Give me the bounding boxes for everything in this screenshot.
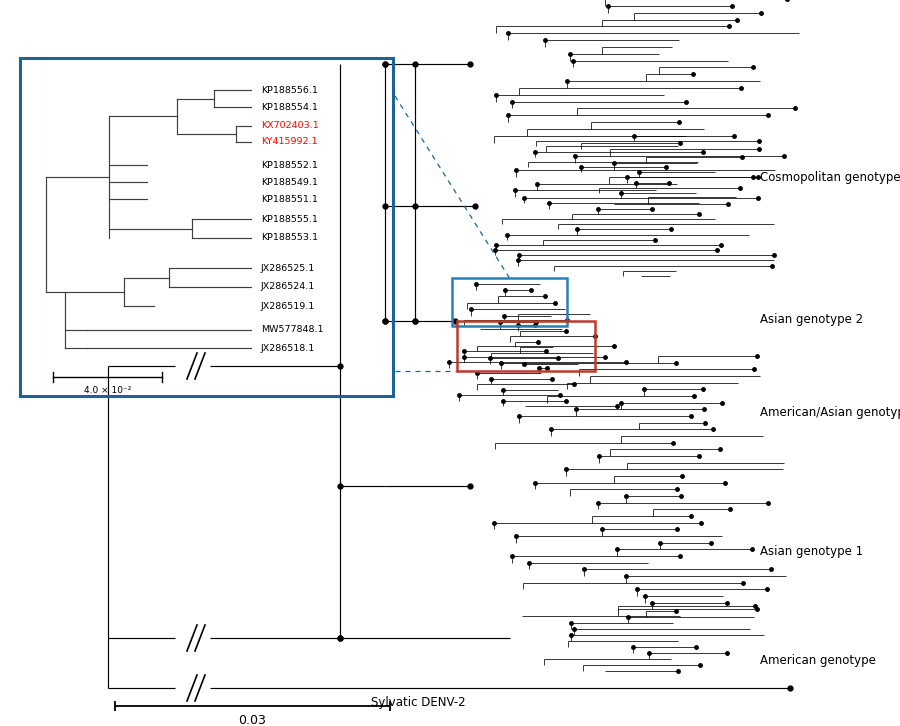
Text: MW577848.1: MW577848.1 xyxy=(261,325,323,335)
Text: Asian genotype 1: Asian genotype 1 xyxy=(760,545,864,558)
Text: American/Asian genotype: American/Asian genotype xyxy=(760,406,900,419)
Text: 4.0 × 10⁻²: 4.0 × 10⁻² xyxy=(84,386,131,394)
Text: Sylvatic DENV-2: Sylvatic DENV-2 xyxy=(371,696,466,709)
Text: Cosmopolitan genotype: Cosmopolitan genotype xyxy=(760,171,900,184)
Text: KP188556.1: KP188556.1 xyxy=(261,86,318,94)
Text: JX286524.1: JX286524.1 xyxy=(261,282,315,291)
Text: JX286519.1: JX286519.1 xyxy=(261,302,315,311)
Bar xyxy=(457,321,595,371)
Text: Asian genotype 2: Asian genotype 2 xyxy=(760,313,864,326)
Text: KP188553.1: KP188553.1 xyxy=(261,233,318,242)
Text: JX286518.1: JX286518.1 xyxy=(261,344,315,353)
Text: KP188551.1: KP188551.1 xyxy=(261,195,318,204)
Text: KP188555.1: KP188555.1 xyxy=(261,215,318,224)
Text: American genotype: American genotype xyxy=(760,654,877,667)
Text: KX702403.1: KX702403.1 xyxy=(261,121,319,130)
Text: KP188552.1: KP188552.1 xyxy=(261,161,318,170)
Text: KP188549.1: KP188549.1 xyxy=(261,178,318,187)
Text: KP188554.1: KP188554.1 xyxy=(261,102,318,112)
Text: 0.03: 0.03 xyxy=(238,714,266,726)
Text: JX286525.1: JX286525.1 xyxy=(261,264,315,272)
Text: KY415992.1: KY415992.1 xyxy=(261,137,317,147)
Bar xyxy=(452,278,567,326)
